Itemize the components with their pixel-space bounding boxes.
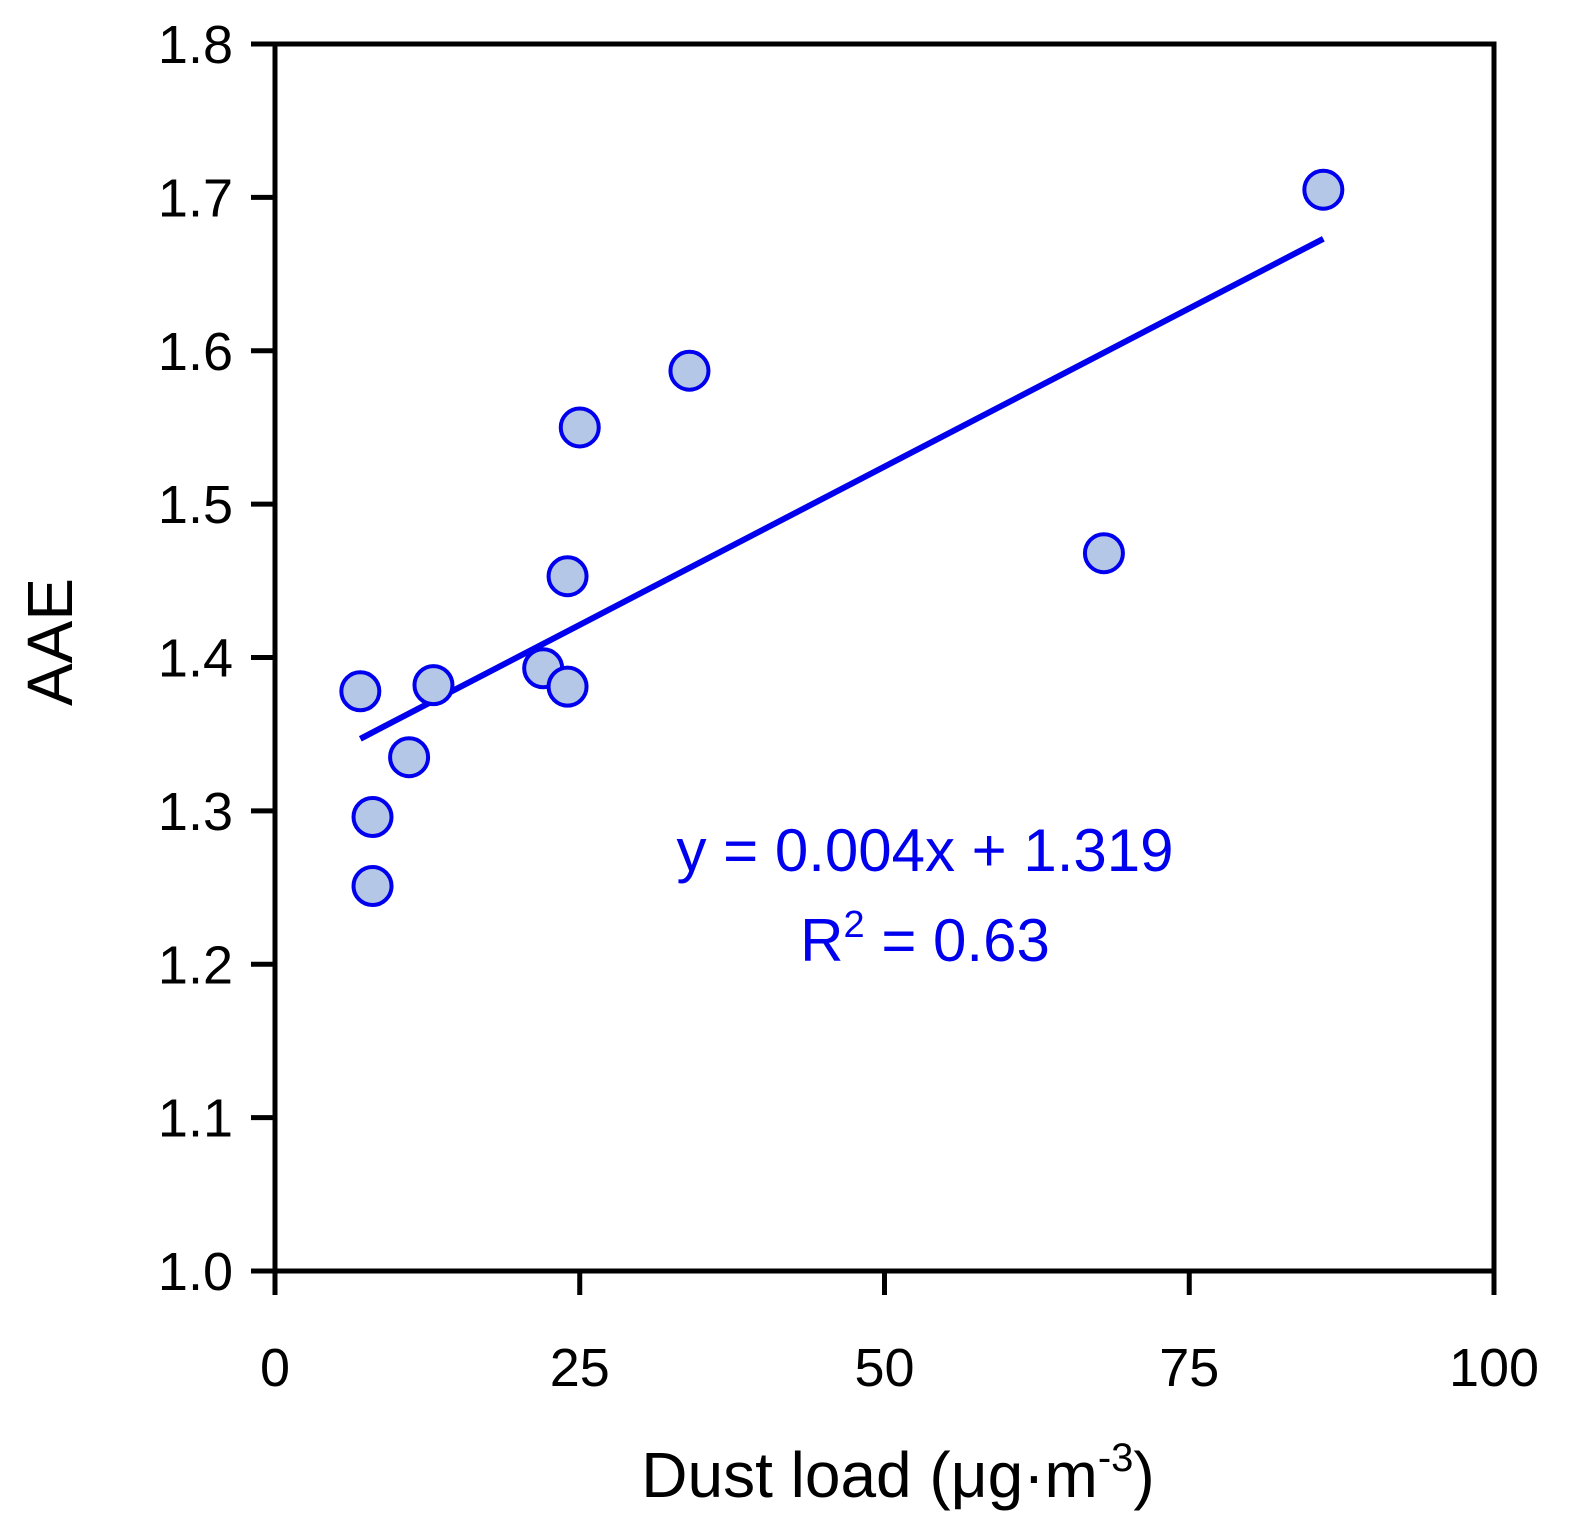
x-tick-label: 25	[550, 1338, 610, 1398]
y-tick-label: 1.8	[158, 15, 233, 75]
x-axis: 0 25 50 75 100	[260, 1271, 1539, 1398]
x-axis-title-suffix: )	[1133, 1439, 1154, 1511]
x-tick-label: 75	[1159, 1338, 1219, 1398]
data-points	[339, 168, 1345, 908]
x-axis-title: Dust load (μg·m-3)	[641, 1436, 1154, 1511]
x-axis-title-main: Dust load (μg·m	[641, 1439, 1098, 1511]
trendline	[358, 236, 1325, 742]
data-point	[412, 664, 455, 707]
x-tick-label: 100	[1449, 1338, 1539, 1398]
data-point	[351, 865, 394, 908]
regression-equation: y = 0.004x + 1.319	[676, 817, 1173, 884]
y-tick-label: 1.6	[158, 322, 233, 382]
plot-area-frame	[272, 41, 1497, 1274]
data-point	[668, 349, 711, 392]
data-point	[339, 670, 382, 713]
y-axis: 1.0 1.1 1.2 1.3 1.4 1.5 1.6 1.7 1.8	[158, 15, 275, 1302]
y-tick-label: 1.7	[158, 168, 233, 228]
r-squared-value: = 0.63	[865, 907, 1050, 974]
x-axis-title-superscript: -3	[1098, 1436, 1134, 1480]
data-point	[1302, 168, 1345, 211]
r-squared-label: R2 = 0.63	[800, 904, 1050, 974]
data-point	[388, 736, 431, 779]
data-point	[558, 406, 601, 449]
y-tick-label: 1.5	[158, 475, 233, 535]
data-point	[1082, 532, 1125, 575]
y-axis-title: AAE	[14, 578, 86, 706]
r-squared-superscript: 2	[844, 904, 865, 946]
y-tick-label: 1.4	[158, 629, 233, 689]
y-tick-label: 1.1	[158, 1089, 233, 1149]
r-squared-prefix: R	[800, 907, 843, 974]
y-tick-label: 1.3	[158, 782, 233, 842]
y-tick-label: 1.2	[158, 935, 233, 995]
y-tick-label: 1.0	[158, 1242, 233, 1302]
x-tick-label: 0	[260, 1338, 290, 1398]
data-point	[546, 555, 589, 598]
x-tick-label: 50	[854, 1338, 914, 1398]
data-point	[351, 796, 394, 839]
data-point	[546, 665, 589, 708]
